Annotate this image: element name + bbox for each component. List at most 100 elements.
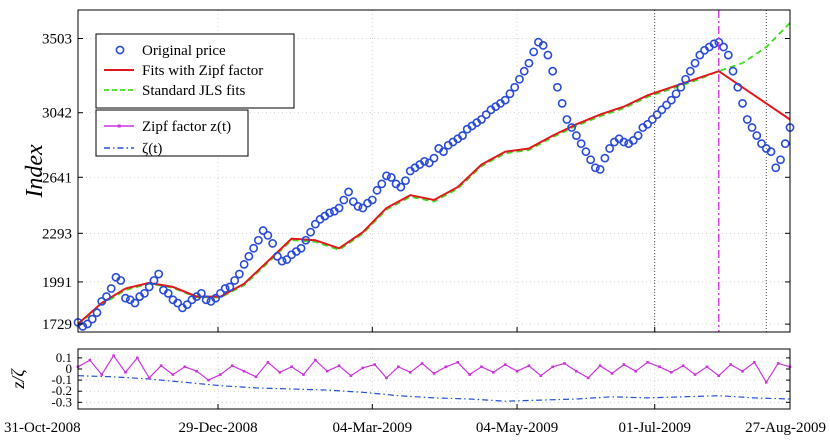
price-point [377,179,387,189]
zipf-factor-point [776,362,780,365]
price-point [78,321,88,331]
zipf-factor-point [397,365,400,369]
price-point [197,288,206,298]
zipf-factor-point [741,369,744,373]
price-point [515,74,524,84]
price-point [201,295,211,305]
price-point [709,39,719,49]
price-point [733,82,743,92]
price-point [334,203,344,213]
legend-label: ζ(t) [142,141,162,157]
zipf-factor-point [254,375,258,379]
price-point [301,235,311,245]
zipf-factor-point [658,365,661,369]
price-point [163,288,173,298]
zipf-factor-point [610,372,614,375]
price-point [372,185,382,195]
main-y-tick-label: 1991 [42,275,72,291]
zipf-factor-point [468,373,471,376]
zipf-factor-point [349,374,353,377]
zipf-factor-point [112,354,115,357]
price-point [690,58,700,68]
price-point [429,153,439,163]
legend-label: Original price [142,43,226,59]
zipf-factor-point [646,361,649,364]
zipf-factor-point [492,371,495,374]
price-point [244,251,254,261]
price-point [581,147,591,157]
price-point [173,298,183,308]
zipf-factor-panel: 0.10-0.1-0.2-0.3 z/ζ [8,348,792,410]
zipf-factor-point [420,362,424,365]
zipf-factor-point [575,369,578,373]
legend-circle-marker [115,45,125,55]
price-point [348,197,358,206]
price-point [548,66,558,76]
sub-y-tick-label: -0.1 [51,372,72,387]
main-plot-frame [77,9,791,333]
price-point [230,276,240,285]
zipf-factor-point [266,361,270,364]
price-point [776,155,785,165]
price-point [723,50,733,60]
main-y-tick-label: 3503 [42,31,72,47]
x-tick-label: 29-Dec-2008 [178,420,257,436]
price-point [590,163,600,173]
price-point [358,203,368,213]
price-point [106,284,116,293]
price-point [424,158,434,168]
price-point [538,41,548,50]
sub-plot-frame [77,348,791,410]
zipf-factor-point [290,365,293,369]
zipf-factor-point [527,364,531,367]
main-series-layer [73,10,795,332]
price-point [87,314,97,324]
price-point [600,153,610,163]
legend-square-marker [117,124,121,128]
zipf-factor-point [432,372,436,375]
price-point [215,288,225,298]
main-y-axis-label: Index [22,144,48,199]
price-point [752,131,762,140]
price-point [780,139,790,149]
price-point [619,137,629,147]
price-point [567,123,577,132]
zipf-factor-point [325,369,329,373]
price-point [628,136,638,145]
zipf-legend: Zipf factor z(t) ζ(t) [95,109,249,157]
zipf-factor-point [729,363,732,366]
price-point [771,163,781,173]
price-point [277,256,287,266]
price-point [401,176,410,186]
sub-y-tick-label: 0.1 [56,350,72,365]
zipf-factor-point [681,364,685,367]
price-point [220,284,230,293]
price-point [353,202,363,211]
price-point [676,82,686,92]
price-point [225,282,235,292]
sub-y-tick-label: -0.3 [51,394,72,409]
price-legend: Original price Fits with Zipf factor Stand… [95,33,295,109]
price-point [249,243,259,253]
price-point [695,50,705,60]
zipf-factor-point [586,376,590,380]
x-tick-label: 04-Mar-2009 [332,420,412,436]
zipf-factor-point [207,378,210,382]
zeta-line [77,375,791,402]
zipf-factor-point [456,361,460,364]
price-point [605,144,615,153]
price-point [595,164,605,174]
x-tick-label: 27-Aug-2009 [745,420,826,436]
price-point [671,89,681,99]
price-point [557,98,567,108]
price-point [310,219,320,229]
price-point [685,66,695,76]
price-point [766,147,776,157]
price-point [234,269,244,279]
sub-y-ticks: 0.10-0.1-0.2-0.3 [51,350,790,409]
price-point [662,100,671,110]
zipf-factor-point [230,364,234,367]
price-point [258,226,268,235]
zipf-factor-point [124,371,127,374]
